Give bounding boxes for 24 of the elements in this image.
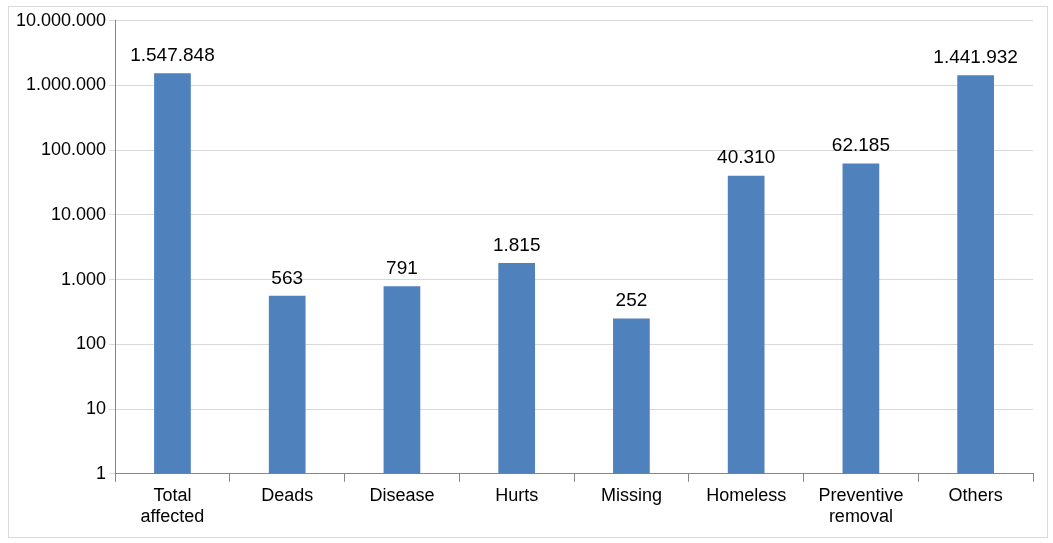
y-tick-label: 1	[96, 462, 107, 483]
x-tick-label: Disease	[369, 484, 435, 505]
x-tick-label: Homeless	[706, 484, 787, 505]
y-tick-label: 10.000	[51, 203, 107, 224]
data-label: 252	[615, 289, 648, 311]
data-label: 791	[386, 256, 418, 278]
x-tick-label: Total affected	[140, 484, 205, 527]
data-label: 1.441.932	[933, 45, 1018, 67]
y-tick-label: 100.000	[41, 139, 107, 160]
data-label: 62.185	[831, 134, 890, 156]
x-tick-label: Preventive removal	[818, 484, 904, 527]
y-tick-label: 1.000	[61, 268, 107, 289]
y-tick-label: 10	[86, 398, 107, 419]
x-tick-label: Hurts	[495, 484, 539, 505]
y-tick-label: 100	[76, 333, 107, 354]
y-tick-label: 1.000.000	[26, 74, 107, 95]
x-tick-label: Deads	[261, 484, 314, 505]
data-label: 563	[271, 266, 304, 288]
y-tick-label: 10.000.000	[15, 9, 107, 30]
data-label: 1.547.848	[130, 43, 215, 65]
data-label: 40.310	[717, 146, 776, 168]
data-label: 1.815	[492, 233, 541, 255]
x-tick-label: Missing	[600, 484, 662, 505]
x-tick-label: Others	[948, 484, 1003, 505]
